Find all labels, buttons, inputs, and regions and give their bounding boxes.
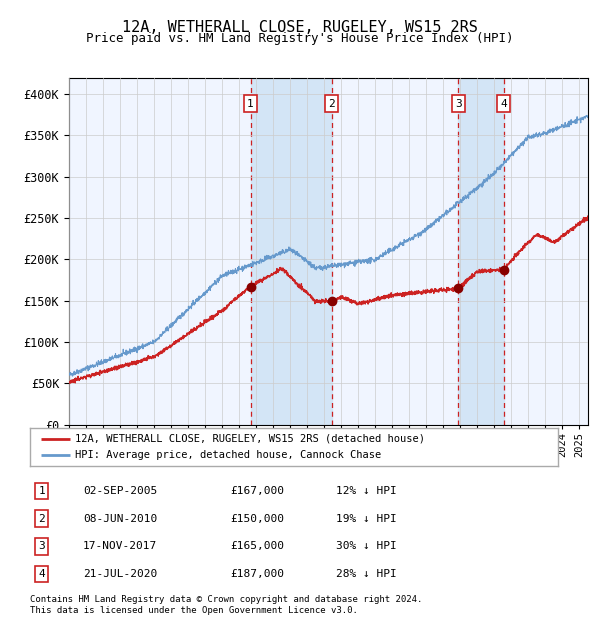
Text: £165,000: £165,000 [230,541,284,551]
Text: 21-JUL-2020: 21-JUL-2020 [83,569,157,579]
Text: £150,000: £150,000 [230,513,284,524]
Text: 12% ↓ HPI: 12% ↓ HPI [336,486,397,496]
Text: 1: 1 [38,486,45,496]
Text: 08-JUN-2010: 08-JUN-2010 [83,513,157,524]
Text: 2: 2 [328,99,335,108]
Text: 2: 2 [38,513,45,524]
Text: 12A, WETHERALL CLOSE, RUGELEY, WS15 2RS: 12A, WETHERALL CLOSE, RUGELEY, WS15 2RS [122,20,478,35]
Text: 4: 4 [38,569,45,579]
Text: 19% ↓ HPI: 19% ↓ HPI [336,513,397,524]
Text: HPI: Average price, detached house, Cannock Chase: HPI: Average price, detached house, Cann… [75,451,381,461]
Text: 28% ↓ HPI: 28% ↓ HPI [336,569,397,579]
Text: £167,000: £167,000 [230,486,284,496]
Bar [458,78,504,425]
Text: Contains HM Land Registry data © Crown copyright and database right 2024.: Contains HM Land Registry data © Crown c… [30,595,422,604]
Text: This data is licensed under the Open Government Licence v3.0.: This data is licensed under the Open Gov… [30,606,358,616]
Text: 30% ↓ HPI: 30% ↓ HPI [336,541,397,551]
Text: 12A, WETHERALL CLOSE, RUGELEY, WS15 2RS (detached house): 12A, WETHERALL CLOSE, RUGELEY, WS15 2RS … [75,433,425,443]
Bar [251,78,332,425]
Text: Price paid vs. HM Land Registry's House Price Index (HPI): Price paid vs. HM Land Registry's House … [86,32,514,45]
Text: 3: 3 [455,99,462,108]
Text: 1: 1 [247,99,254,108]
Text: 17-NOV-2017: 17-NOV-2017 [83,541,157,551]
Text: £187,000: £187,000 [230,569,284,579]
Text: 3: 3 [38,541,45,551]
Text: 02-SEP-2005: 02-SEP-2005 [83,486,157,496]
Text: 4: 4 [500,99,507,108]
